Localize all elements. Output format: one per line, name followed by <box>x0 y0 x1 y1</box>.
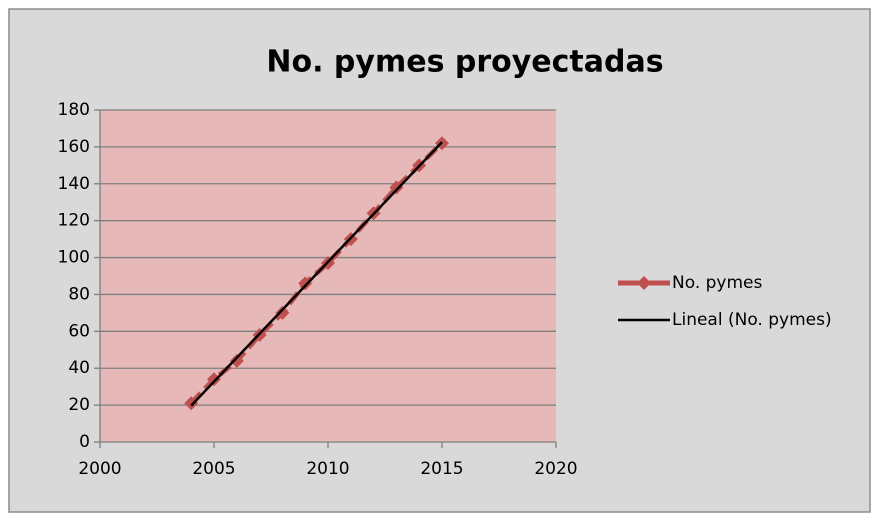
trend-line <box>190 141 443 407</box>
y-tick-label: 180 <box>58 100 90 120</box>
y-tick-label: 100 <box>58 248 90 268</box>
data-point <box>229 353 244 368</box>
data-point <box>298 276 313 291</box>
chart-title: No. pymes proyectadas <box>266 45 663 80</box>
x-tick-label: 2000 <box>78 459 121 479</box>
legend-marker <box>637 276 651 290</box>
data-point <box>207 372 221 387</box>
x-tick-label: 2005 <box>192 459 235 479</box>
y-tick-label: 160 <box>58 137 90 157</box>
y-tick-label: 20 <box>68 395 90 415</box>
data-point <box>275 305 290 320</box>
y-tick-label: 60 <box>68 321 90 341</box>
y-tick-label: 140 <box>58 174 90 194</box>
y-tick-label: 40 <box>68 358 90 378</box>
x-tick-label: 2015 <box>420 459 463 479</box>
x-tick-label: 2010 <box>306 459 349 479</box>
y-tick-label: 120 <box>58 211 90 231</box>
y-tick-label: 0 <box>79 432 90 452</box>
plot-area <box>100 110 556 442</box>
data-point <box>184 396 199 411</box>
legend-label: Lineal (No. pymes) <box>672 310 832 330</box>
x-tick-label: 2020 <box>534 459 577 479</box>
data-point <box>389 180 404 195</box>
legend-label: No. pymes <box>672 273 762 293</box>
y-tick-label: 80 <box>68 284 90 304</box>
